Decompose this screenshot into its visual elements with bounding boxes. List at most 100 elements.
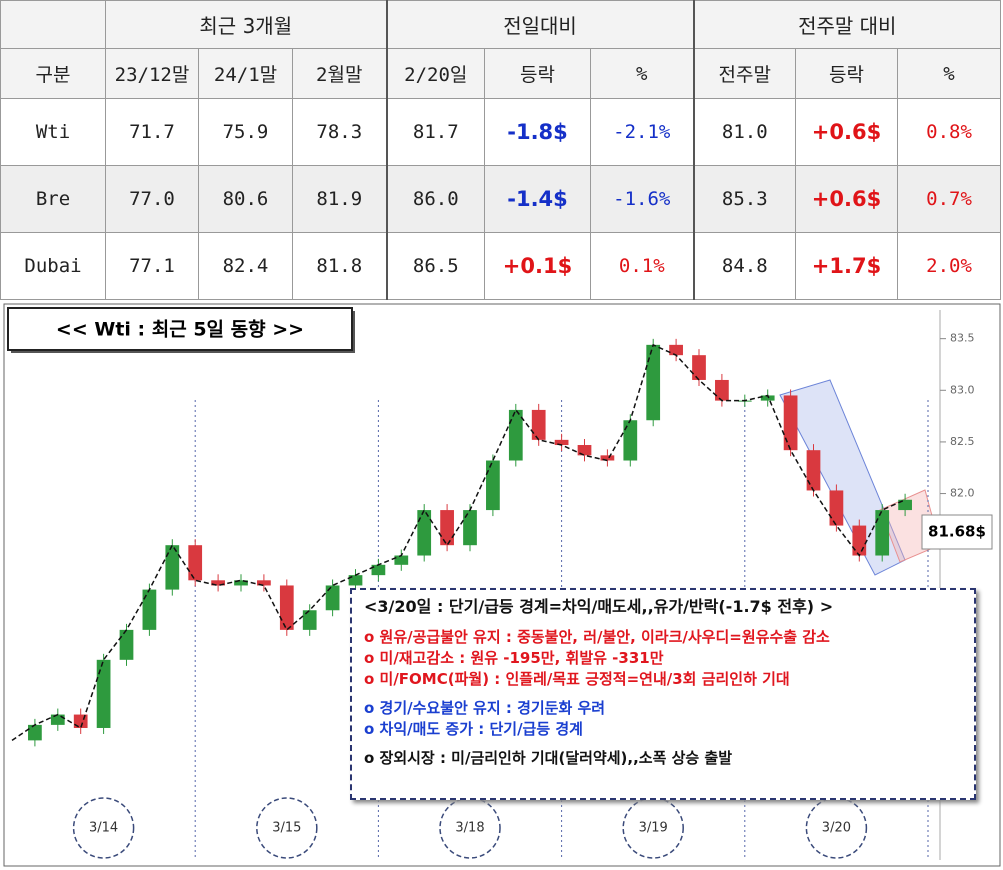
data-row: Bre 77.0 80.6 81.9 86.0 -1.4$ -1.6% 85.3 +0.6$ 0.… (0, 165, 1002, 233)
column-header: 전주말 (692, 48, 797, 99)
data-cell: -1.4$ (484, 165, 592, 233)
data-cell: 81.7 (385, 98, 486, 166)
last-price: 81.68$ (928, 523, 986, 541)
price-table: 최근 3개월 전일대비 전주말 대비 구분 23/12말 24/1말 2월말 2/20일 등락%… (0, 0, 1002, 300)
candle (692, 355, 706, 380)
data-cell: Wti (0, 98, 106, 166)
data-cell: 81.9 (291, 165, 388, 233)
candle (417, 510, 432, 556)
price-line (11, 343, 906, 741)
data-cell: 81.0 (692, 98, 797, 166)
day-circle (72, 797, 135, 859)
y-tick-label: 83.0 (950, 383, 975, 396)
data-cell: +0.6$ (795, 165, 899, 233)
candle (508, 409, 523, 461)
data-cell: 0.7% (897, 165, 1002, 233)
candle (898, 499, 912, 511)
note-line: o 차익/매도 증가 : 단기/급등 경계 (364, 720, 583, 738)
data-cell: -1.6% (590, 165, 695, 233)
candle (783, 395, 798, 451)
data-cell: -2.1% (590, 98, 695, 166)
column-header-row: 구분 23/12말 24/1말 2월말 2/20일 등락% 전주말 등락% (0, 48, 1002, 99)
y-tick-label: 82.0 (950, 487, 975, 500)
group-header: 최근 3개월 (104, 0, 388, 49)
note-line: o 미/FOMC(파월) : 인플레/목표 긍정적=연내/3회 금리인하 기대 (364, 670, 790, 688)
title-box (7, 307, 353, 351)
day-circle (439, 797, 501, 859)
candle (760, 395, 775, 401)
column-header: 23/12말 (105, 48, 199, 99)
note-line: o 경기/수요불안 유지 : 경기둔화 우려 (364, 699, 606, 717)
candle (394, 555, 409, 565)
data-cell: 86.0 (385, 165, 486, 233)
candle (142, 589, 157, 630)
day-label: 3/15 (272, 821, 301, 836)
candle (96, 659, 111, 728)
candle (165, 545, 180, 590)
data-cell: -1.8$ (484, 98, 592, 166)
data-cell: 71.7 (105, 98, 199, 166)
column-header: % (590, 48, 695, 99)
data-cell: 84.8 (692, 232, 797, 300)
day-circle (622, 797, 684, 859)
data-cell: 80.6 (198, 165, 293, 233)
data-cell: 0.8% (897, 98, 1002, 166)
data-cell: 77.0 (105, 165, 199, 233)
data-cell: +1.7$ (795, 232, 899, 300)
candle (486, 460, 500, 511)
candle (531, 409, 546, 440)
candle (600, 455, 615, 461)
day-circle (256, 797, 318, 859)
day-label: 3/14 (89, 821, 118, 836)
note-box: <3/20일 : 단기/급등 경계=차익/매도세,,유가/반락(-1.7$ 전후… (350, 588, 976, 800)
candle (211, 580, 225, 586)
data-cell: 85.3 (692, 165, 797, 233)
note-group: o 경기/수요불안 유지 : 경기둔화 우려 o 차익/매도 증가 : 단기/급등… (364, 698, 974, 740)
candle (28, 724, 42, 741)
group-header: 전일대비 (385, 0, 695, 49)
candle (829, 490, 844, 526)
candle (646, 344, 661, 421)
column-header: 등락 (484, 48, 592, 99)
column-header: 2월말 (291, 48, 388, 99)
data-cell: 81.8 (291, 232, 388, 300)
candle (463, 510, 477, 546)
candle (440, 510, 454, 546)
candle (715, 379, 729, 401)
y-tick-label: 82.5 (950, 435, 975, 448)
candle (119, 629, 134, 660)
note-heading: <3/20일 : 단기/급등 경계=차익/매도세,,유가/반락(-1.7$ 전후… (364, 597, 834, 616)
data-cell: 78.3 (291, 98, 388, 166)
data-row: Dubai 77.1 82.4 81.8 86.5 +0.1$ 0.1% 84.8 +1.7$ 2… (0, 232, 1002, 300)
price-box (921, 514, 993, 550)
column-header: 24/1말 (198, 48, 293, 99)
note-line: o 장외시장 : 미/금리인하 기대(달러약세),,소폭 상승 출발 (364, 749, 733, 767)
data-cell: +0.6$ (795, 98, 899, 166)
candle (669, 344, 683, 356)
candle (852, 525, 867, 556)
candle (875, 510, 890, 556)
candle (234, 580, 248, 586)
candle (325, 585, 340, 611)
chart-title: << Wti : 최근 5일 동향 >> (56, 319, 304, 341)
candle (577, 445, 592, 456)
candle (257, 580, 271, 586)
note-line: o 미/재고감소 : 원유 -195만, 휘발유 -331만 (364, 649, 664, 667)
candle (188, 545, 203, 581)
data-cell: +0.1$ (484, 232, 592, 300)
day-label: 3/19 (639, 821, 668, 836)
group-header: 전주말 대비 (692, 0, 1002, 49)
data-cell: Dubai (0, 232, 106, 300)
data-row: Wti 71.7 75.9 78.3 81.7 -1.8$ -2.1% 81.0 +0.6$ 0.… (0, 98, 1002, 166)
candle (806, 450, 821, 491)
data-cell: 2.0% (897, 232, 1002, 300)
data-cell: 0.1% (590, 232, 695, 300)
candle (279, 585, 294, 630)
data-cell: 77.1 (105, 232, 199, 300)
day-circle (805, 797, 868, 859)
note-group: o 장외시장 : 미/금리인하 기대(달러약세),,소폭 상승 출발 (364, 748, 974, 769)
column-header: 구분 (0, 48, 106, 99)
candle (554, 439, 569, 446)
header-cell (0, 0, 106, 49)
candle (348, 575, 363, 586)
